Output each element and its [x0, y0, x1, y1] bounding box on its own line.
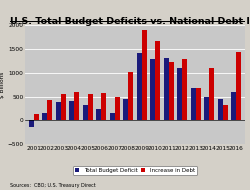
Bar	[42, 113, 47, 120]
Bar	[74, 92, 80, 120]
Bar	[83, 105, 88, 120]
Bar	[142, 30, 147, 120]
Bar	[96, 109, 101, 120]
Bar	[218, 100, 223, 120]
Bar	[190, 88, 196, 120]
Bar	[34, 114, 39, 120]
Bar	[155, 41, 160, 120]
Bar	[236, 52, 241, 120]
Bar	[88, 94, 93, 120]
Bar	[47, 100, 52, 120]
Bar	[204, 97, 209, 120]
Bar	[182, 59, 187, 120]
Text: U.S. Total Budget Deficits vs. National Debt Increases: U.S. Total Budget Deficits vs. National …	[10, 17, 250, 26]
Bar	[29, 120, 34, 127]
Bar	[56, 102, 61, 120]
Bar	[177, 68, 182, 120]
Bar	[169, 62, 174, 120]
Bar	[123, 99, 128, 120]
Bar	[196, 88, 201, 120]
Bar	[69, 101, 74, 120]
Legend: Total Budget Deficit, Increase in Debt: Total Budget Deficit, Increase in Debt	[73, 166, 197, 175]
Bar	[110, 113, 115, 120]
Text: Sources:  CBO; U.S. Treasury Direct: Sources: CBO; U.S. Treasury Direct	[10, 183, 96, 188]
Bar	[136, 53, 142, 120]
Bar	[164, 58, 169, 120]
Y-axis label: $ Billions: $ Billions	[0, 71, 5, 98]
Bar	[128, 72, 134, 120]
Bar	[223, 105, 228, 120]
Bar	[150, 59, 155, 120]
Bar	[101, 93, 106, 120]
Bar	[61, 94, 66, 120]
Bar	[115, 97, 120, 120]
Bar	[231, 93, 236, 120]
Bar	[209, 68, 214, 120]
